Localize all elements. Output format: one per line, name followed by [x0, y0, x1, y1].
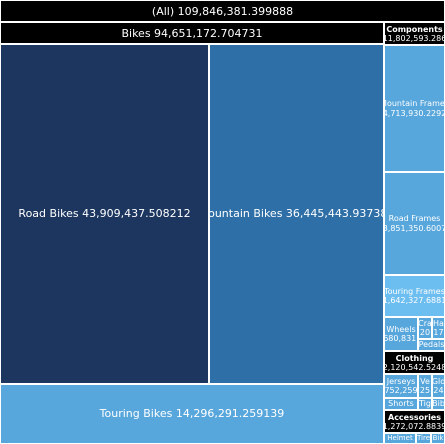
clothing-header-label: Clothing: [395, 353, 434, 363]
bikes-header-label: Bikes 94,651,172.704731: [121, 26, 263, 40]
accessories-header-value: 1,272,072.8839: [384, 421, 445, 431]
mountain-frames-tile[interactable]: Mountain Frames4,713,930.2292: [384, 45, 445, 172]
shorts-tile-label: Shorts: [388, 399, 414, 409]
mountain-frames-tile-value: 4,713,930.2292: [384, 108, 445, 118]
clothing-header[interactable]: Clothing 2,120,542.5248: [384, 351, 445, 374]
road-bikes-tile-label: Road Bikes 43,909,437.508212: [18, 206, 191, 220]
mountain-frames-tile-label: Mountain Frames: [385, 99, 445, 109]
road-frames-tile-label: Road Frames: [388, 214, 441, 224]
road-frames-tile-value: 3,851,350.6007: [384, 223, 445, 233]
road-bikes-tile[interactable]: Road Bikes 43,909,437.508212: [0, 44, 209, 384]
gloves-tile-label: Glo: [432, 376, 445, 386]
vests-tile-value: 25: [419, 386, 431, 395]
accessories-header-label: Accessories: [388, 412, 441, 422]
shorts-tile[interactable]: Shorts: [384, 398, 418, 410]
handlebars-tile-value: 17: [433, 328, 444, 337]
wheels-tile-value: 680,831.: [384, 334, 418, 343]
tires-tile[interactable]: Tire: [416, 433, 431, 444]
gloves-tile-value: 24: [433, 386, 444, 395]
cranksets-tile-value: 20: [419, 328, 431, 337]
pedals-tile-label: Pedals: [418, 340, 445, 350]
tires-tile-label: Tire: [416, 434, 431, 443]
touring-frames-tile-label: Touring Frames: [384, 286, 445, 296]
wheels-tile[interactable]: Wheels 680,831.: [384, 317, 418, 351]
helmets-tile-label: Helmet: [387, 434, 413, 443]
vests-tile[interactable]: Ve 25: [418, 374, 432, 398]
jerseys-tile-value: 752,259: [384, 386, 418, 395]
clothing-header-value: 2,120,542.5248: [384, 362, 445, 372]
bike-racks-tile-label: Bik: [432, 434, 444, 443]
helmets-tile[interactable]: Helmet: [384, 433, 416, 444]
root-header-label: (All) 109,846,381.399888: [151, 4, 294, 18]
touring-bikes-tile-label: Touring Bikes 14,296,291.259139: [99, 406, 285, 420]
tights-tile-label: Tig: [419, 399, 431, 409]
touring-bikes-tile[interactable]: Touring Bikes 14,296,291.259139: [0, 384, 384, 444]
cranksets-tile-label: Cra: [418, 318, 432, 328]
tights-tile[interactable]: Tig: [418, 398, 432, 410]
touring-frames-tile-value: 1,642,327.6881: [384, 296, 445, 305]
bib-shorts-tile[interactable]: Bib: [432, 398, 445, 410]
components-header-value: 11,802,593.286: [384, 33, 445, 43]
root-header[interactable]: (All) 109,846,381.399888: [0, 0, 445, 22]
components-header-label: Components: [386, 24, 443, 34]
bib-shorts-tile-label: Bib: [432, 399, 445, 409]
bikes-header[interactable]: Bikes 94,651,172.704731: [0, 22, 384, 44]
handlebars-tile[interactable]: Ha 17: [432, 317, 445, 339]
cranksets-tile[interactable]: Cra 20: [418, 317, 432, 339]
wheels-tile-label: Wheels: [386, 324, 416, 334]
road-frames-tile[interactable]: Road Frames 3,851,350.6007: [384, 172, 445, 275]
jerseys-tile-label: Jerseys: [386, 376, 416, 386]
gloves-tile[interactable]: Glo 24: [432, 374, 445, 398]
pedals-tile[interactable]: Pedals: [418, 339, 445, 351]
components-header[interactable]: Components 11,802,593.286: [384, 22, 445, 45]
jerseys-tile[interactable]: Jerseys 752,259: [384, 374, 418, 398]
accessories-header[interactable]: Accessories 1,272,072.8839: [384, 410, 445, 433]
handlebars-tile-label: Ha: [433, 318, 444, 328]
mountain-bikes-tile-label: Mountain Bikes 36,445,443.937380: [210, 206, 384, 220]
bike-racks-tile[interactable]: Bik: [431, 433, 445, 444]
vests-tile-label: Ve: [420, 376, 430, 386]
mountain-bikes-tile[interactable]: Mountain Bikes 36,445,443.937380: [209, 44, 384, 384]
touring-frames-tile[interactable]: Touring Frames 1,642,327.6881: [384, 275, 445, 317]
